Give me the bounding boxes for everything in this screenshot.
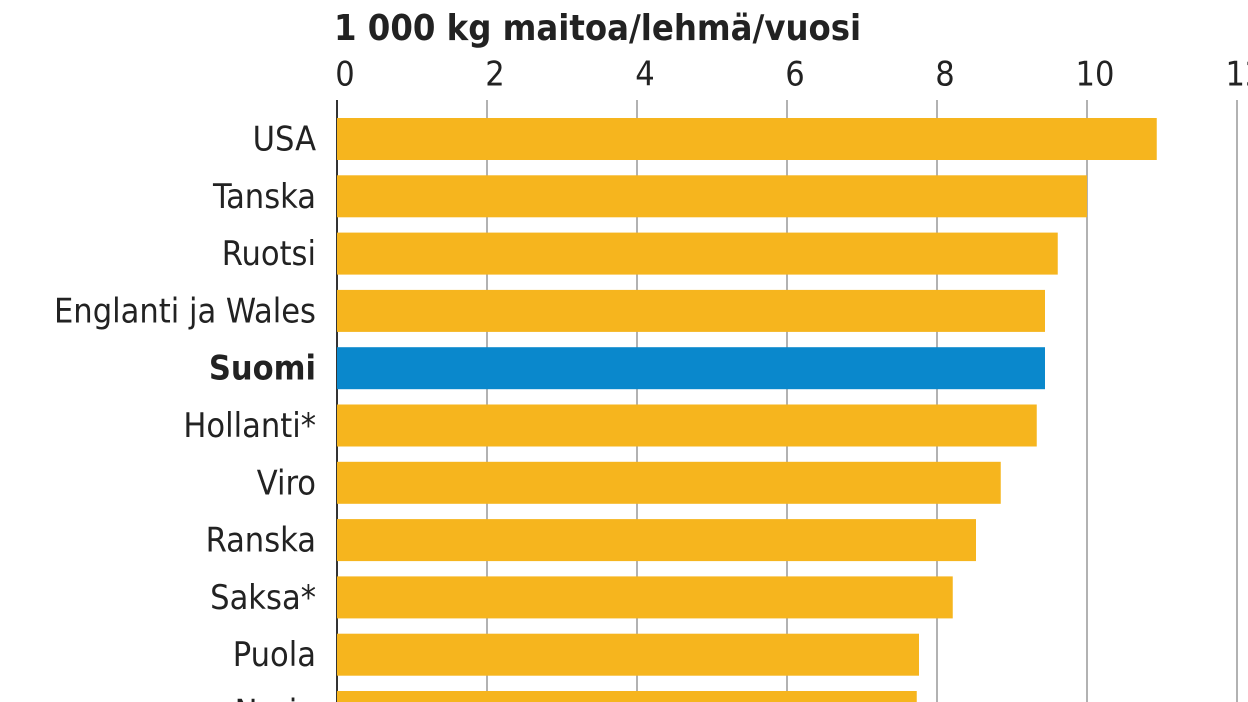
bar (337, 461, 1001, 504)
y-tick-label: Tanska (212, 177, 316, 217)
chart-title: 1 000 kg maitoa/lehmä/vuosi (334, 8, 861, 49)
bar (337, 175, 1087, 218)
x-tick-label: 2 (485, 55, 504, 95)
x-tick-label: 10 (1076, 55, 1115, 95)
y-tick-label: Hollanti* (183, 406, 316, 446)
bar (337, 347, 1045, 390)
x-tick-label: 6 (785, 55, 804, 95)
bar (337, 289, 1045, 332)
bar (337, 576, 953, 619)
y-tick-label: Ranska (206, 521, 316, 561)
bar (337, 232, 1058, 275)
bar (337, 118, 1157, 160)
y-tick-label: Saksa* (210, 578, 316, 618)
y-tick-label: Englanti ja Wales (54, 291, 316, 331)
bar (337, 519, 976, 562)
bar (337, 633, 919, 676)
y-tick-label: Norja (235, 693, 316, 702)
x-tick-label: 12 (1226, 55, 1248, 95)
y-tick-label: USA (253, 120, 316, 160)
x-tick-label: 8 (935, 55, 954, 95)
y-tick-label: Ruotsi (222, 234, 316, 274)
bar (337, 691, 917, 702)
y-tick-label: Puola (233, 635, 316, 675)
y-tick-label: Viro (257, 463, 316, 503)
x-tick-label: 0 (335, 55, 354, 95)
y-tick-label: Suomi (209, 349, 316, 389)
x-tick-label: 4 (635, 55, 654, 95)
bar (337, 404, 1037, 447)
